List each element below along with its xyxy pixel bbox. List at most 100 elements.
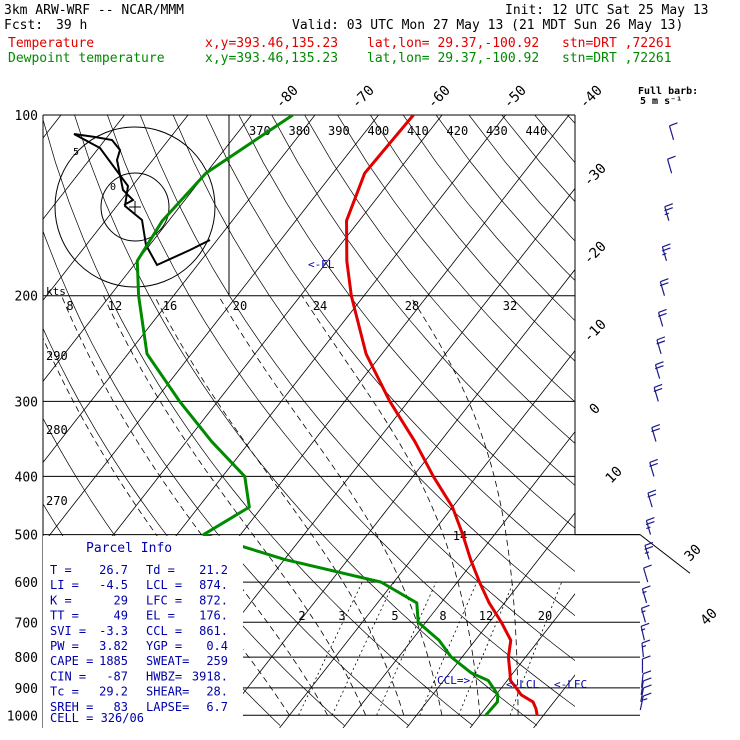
moist-adiabat [218,295,443,716]
parcel-info-cell: PW = [50,639,79,653]
theta-label: 410 [407,124,429,138]
mixing-ratio-label: 28 [405,299,419,313]
mixing-ratio-label: 24 [313,299,327,313]
dry-adiabat [107,115,575,707]
isotherm-line [533,674,575,728]
isotherm-label: -30 [581,161,610,190]
wind-barb [654,361,664,379]
isotherm-label: -70 [349,83,378,112]
dry-adiabat [337,115,575,403]
parcel-info-cell: CIN = [50,669,86,683]
mixing-ratio-line [376,581,437,716]
mixing-ratio-label: 8 [439,609,446,623]
wind-barb [645,517,655,535]
isotherm-line [43,115,316,464]
hodograph-kts-label: kts [46,285,66,298]
parcel-info-cell: 6.7 [206,700,228,714]
temperature-stn: stn=DRT ,72261 [562,36,672,51]
parcel-info-cell: 28. [206,685,228,699]
isotherm-label: -10 [581,317,610,346]
parcel-info-cell: 874. [199,578,228,592]
mixing-ratio-label: 20 [538,609,552,623]
pressure-tick-label: 600 [15,576,38,591]
parcel-info-cell: LAPSE= [146,700,189,714]
isotherm-line [724,115,740,728]
parcel-info-cell: 21.2 [199,563,228,577]
dry-adiabat [468,115,575,242]
init-time: Init: 12 UTC Sat 25 May 13 [505,3,709,18]
theta-label: 380 [289,124,311,138]
wind-barb [640,677,652,696]
parcel-info-cell: CCL = [146,624,182,638]
dewpoint-profile [135,115,500,717]
ccl-label: CCL=> [437,674,470,687]
mixing-ratio-line [331,581,395,716]
mixing-ratio-line [509,581,563,716]
pressure-tick-label: 100 [15,109,38,124]
parcel-info-cell: 176. [199,609,228,623]
parcel-info-cell: LI = [50,578,79,592]
wind-barb [666,155,676,174]
hodograph-ring-label: 0 [110,182,116,193]
right-frame-step [575,534,691,574]
parcel-info-cell: HWBZ= [146,669,182,683]
wind-barb-legend: Full barb: [638,86,698,97]
mixing-ratio-line [298,581,363,716]
parcel-info-cell: 0.4 [206,639,228,653]
mixing-ratio-label: 16 [163,299,177,313]
dewpoint-stn: stn=DRT ,72261 [562,51,672,66]
parcel-info-cell: YGP = [146,639,182,653]
wind-barb [661,243,671,262]
lfc-label: <-LFC [554,678,587,691]
parcel-info-cell: 29 [114,593,128,607]
theta-label: 280 [46,423,68,437]
parcel-info-cell: SWEAT= [146,654,189,668]
el-label: <-EL [308,258,335,271]
wind-barb [644,541,654,560]
parcel-info-cell: EL = [146,609,175,623]
isotherm-label: -50 [501,83,530,112]
theta-label: 270 [46,494,68,508]
mixing-ratio-label: 32 [503,299,517,313]
parcel-info-cell: 872. [199,593,228,607]
dry-adiabat [600,115,740,726]
dry-adiabat [139,115,575,662]
lcl-label: <-LCL [506,678,539,691]
dry-adiabat [205,115,575,572]
isotherm-label: 30 [682,542,705,565]
isotherm-line [661,115,740,728]
theta-label: 440 [526,124,548,138]
moist-adiabat [153,295,405,716]
wind-barb [649,458,658,477]
dry-adiabat [74,115,538,726]
parcel-info-cell: 26.7 [99,563,128,577]
wind-barb [668,122,678,141]
parcel-info-cell: -4.5 [99,578,128,592]
hodograph-trace [73,133,211,267]
dewpoint-legend: Dewpoint temperature [8,51,165,66]
parcel-info-cell: K = [50,593,72,607]
dry-adiabat [172,115,575,617]
dry-adiabat [238,115,575,529]
isotherm-label: -80 [273,83,302,112]
isotherm-line [406,512,575,728]
isotherm-label: -20 [581,239,610,268]
wind-barb [641,670,652,688]
dry-adiabat [501,115,575,203]
isotherm-line [43,115,252,382]
isotherm-label: 0 [587,401,604,418]
valid-time: Valid: 03 UTC Mon 27 May 13 (21 MDT Sun … [292,18,684,33]
pressure-tick-label: 1000 [7,709,38,724]
isotherm-line [469,593,575,728]
parcel-info-cell: 3.82 [99,639,128,653]
isotherm-label: 40 [698,606,721,629]
parcel-info-cell: TT = [50,609,79,623]
parcel-info-cell: SREH = [50,700,93,714]
dry-adiabat [271,115,575,486]
fcst-label: Fcst: [4,18,44,33]
wind-barb [640,604,650,623]
dewpoint-xy: x,y=393.46,135.23 [205,51,339,66]
parcel-info-cell: LCL = [146,578,182,592]
temperature-xy: x,y=393.46,135.23 [205,36,339,51]
isotherm-label: 10 [603,464,626,487]
